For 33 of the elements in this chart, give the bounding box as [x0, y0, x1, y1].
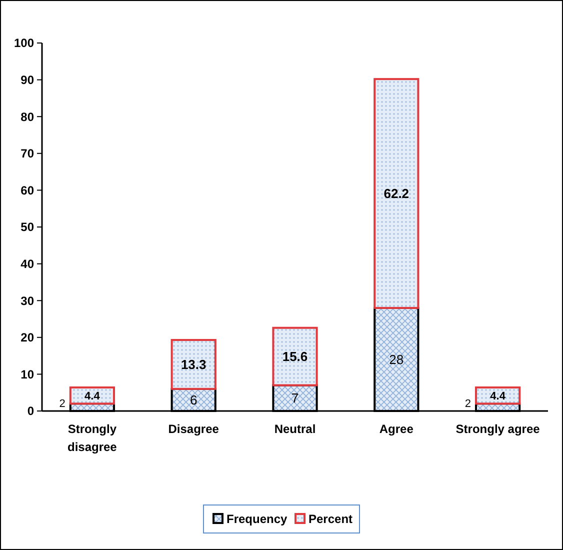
legend-label: Frequency	[226, 512, 288, 526]
data-label: 28	[389, 352, 404, 368]
bar	[374, 78, 420, 309]
bar	[272, 326, 318, 386]
data-label: 15.6	[282, 349, 308, 364]
x-tick-label: Agree	[379, 422, 414, 436]
y-tick-label: 10	[20, 367, 34, 382]
y-tick-label: 80	[20, 110, 34, 124]
data-label: 62.2	[384, 186, 410, 202]
y-tick-label: 50	[20, 220, 34, 234]
y-tick-label: 90	[20, 73, 34, 87]
legend-label: Percent	[308, 512, 353, 526]
data-label: 6	[190, 392, 198, 408]
data-label: 2	[59, 398, 66, 410]
bar	[170, 338, 216, 390]
x-tick-label: Strongly disagree	[68, 422, 118, 454]
x-tick-label: Strongly agree	[456, 422, 540, 436]
y-tick-label: 60	[20, 183, 34, 198]
y-tick-label: 100	[14, 36, 34, 50]
data-label: 2	[464, 398, 472, 410]
bar	[475, 386, 521, 405]
data-label: 13.3	[180, 357, 206, 372]
y-tick-label: 40	[20, 257, 34, 271]
x-tick-label: Neutral	[274, 422, 316, 436]
data-label: 4.4	[84, 390, 101, 402]
x-tick-label: Disagree	[168, 422, 220, 436]
data-label: 4.4	[490, 390, 506, 402]
bar	[69, 386, 115, 405]
y-tick-label: 70	[20, 146, 34, 161]
y-tick-label: 20	[20, 330, 34, 345]
y-tick-label: 0	[27, 404, 34, 418]
data-label: 7	[291, 390, 299, 406]
y-tick-label: 30	[20, 294, 34, 308]
